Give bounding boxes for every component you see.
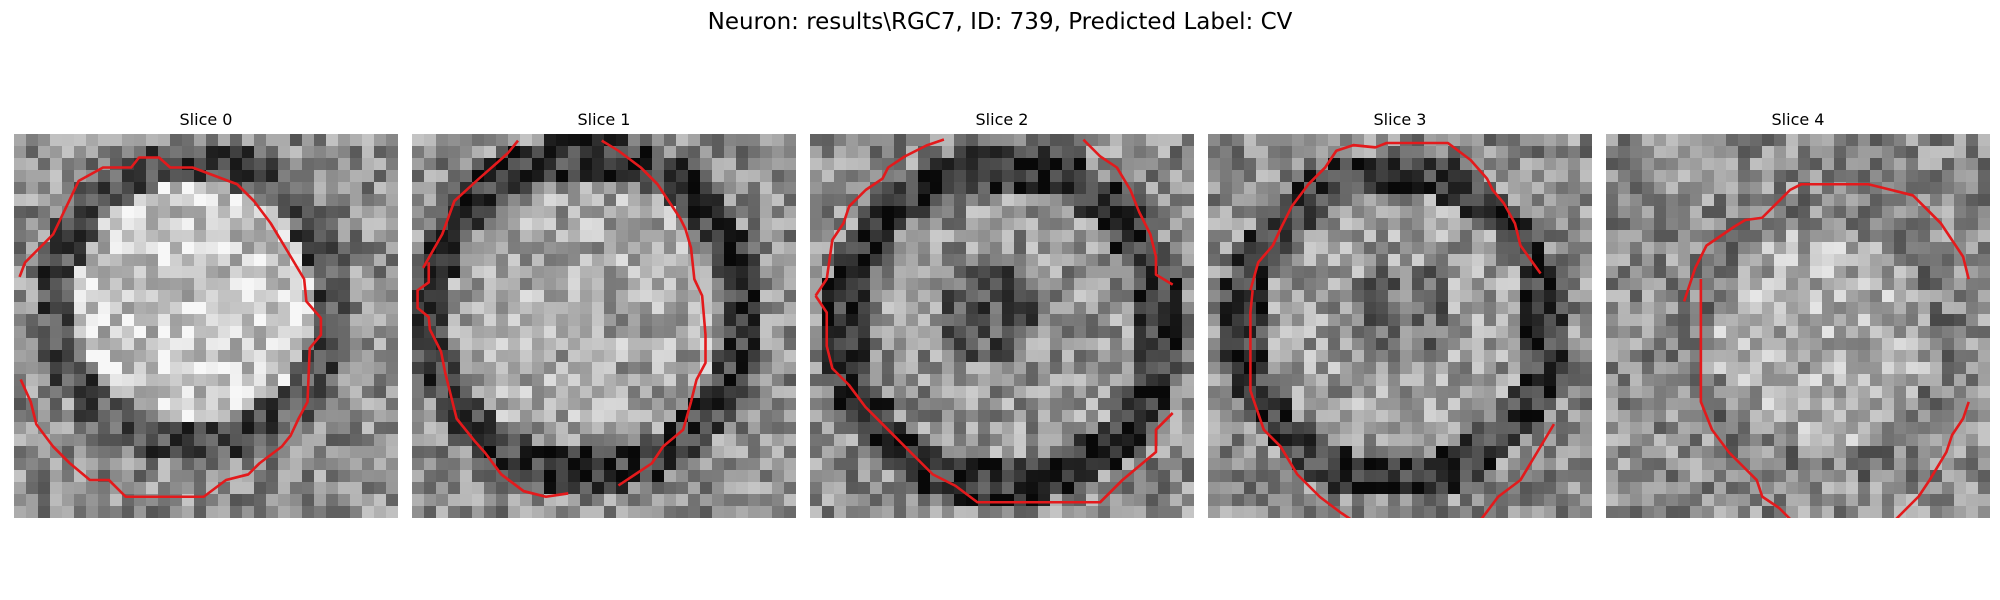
slice-panel-2: Slice 2 [810, 110, 1194, 518]
slice-image [810, 134, 1194, 518]
slice-image [412, 134, 796, 518]
slice-title: Slice 4 [1771, 110, 1825, 129]
slice-panel-1: Slice 1 [412, 110, 796, 518]
slice-title: Slice 3 [1373, 110, 1427, 129]
slice-panel-3: Slice 3 [1208, 110, 1592, 518]
slice-title: Slice 1 [577, 110, 631, 129]
slice-panel-0: Slice 0 [14, 110, 398, 518]
slice-image [1606, 134, 1990, 518]
slice-title: Slice 2 [975, 110, 1029, 129]
slice-image [14, 134, 398, 518]
slice-panel-4: Slice 4 [1606, 110, 1990, 518]
figure-title: Neuron: results\RGC7, ID: 739, Predicted… [707, 9, 1293, 35]
slice-image [1208, 134, 1592, 518]
slice-title: Slice 0 [179, 110, 233, 129]
